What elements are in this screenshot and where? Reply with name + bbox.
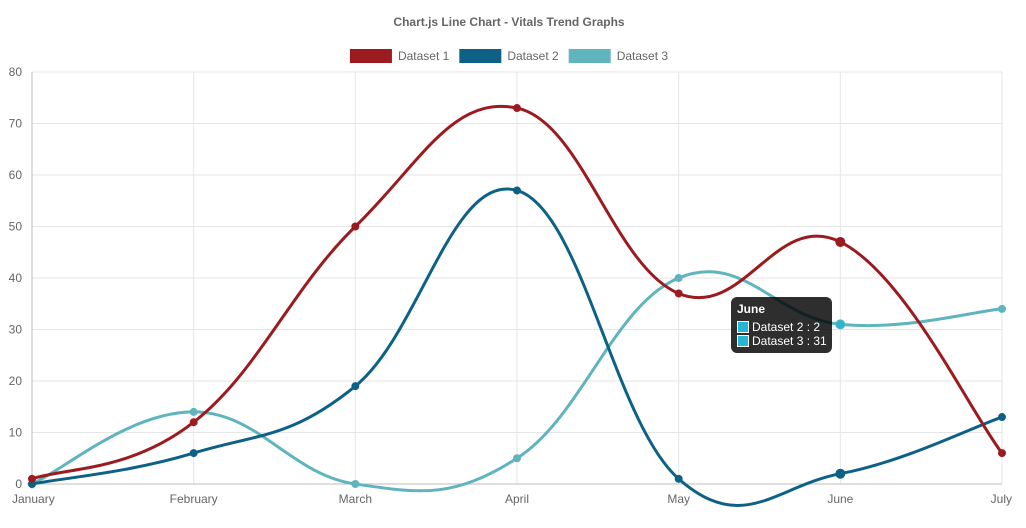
- data-point[interactable]: [351, 222, 360, 231]
- y-tick-label: 70: [9, 117, 23, 131]
- legend-item[interactable]: Dataset 1: [349, 49, 450, 63]
- data-point[interactable]: [998, 413, 1006, 422]
- axes: 0 10 20 30 40 50 60 70 80 January February March Apr…: [9, 65, 1012, 506]
- data-point[interactable]: [189, 407, 198, 416]
- legend-swatch: [459, 49, 502, 63]
- tooltip-row: Dataset 2 : 2: [737, 320, 826, 334]
- data-point[interactable]: [351, 382, 360, 391]
- data-point[interactable]: [674, 289, 683, 298]
- data-point[interactable]: [998, 304, 1006, 313]
- tooltip-label: Dataset 3 : 31: [752, 334, 827, 348]
- x-tick-label: February: [170, 492, 218, 506]
- data-point[interactable]: [189, 418, 198, 427]
- y-tick-label: 20: [9, 374, 23, 388]
- x-tick-label: January: [12, 492, 55, 506]
- data-point[interactable]: [835, 468, 846, 479]
- y-tick-label: 0: [15, 477, 22, 491]
- y-tick-label: 30: [9, 323, 23, 337]
- data-point[interactable]: [513, 454, 521, 463]
- tooltip-swatch: [737, 321, 749, 333]
- tooltip: June Dataset 2 : 2 Dataset 3 : 31: [731, 297, 832, 353]
- legend-item[interactable]: Dataset 2: [459, 49, 559, 63]
- data-point[interactable]: [189, 449, 198, 458]
- y-tick-label: 50: [9, 220, 23, 234]
- data-point[interactable]: [674, 274, 683, 282]
- series-1: [28, 104, 1006, 483]
- x-tick-label: May: [667, 492, 690, 506]
- data-point[interactable]: [351, 480, 360, 488]
- data-point[interactable]: [998, 449, 1006, 458]
- y-tick-label: 10: [9, 426, 23, 440]
- series-line: [31, 187, 1003, 507]
- x-tick-label: July: [991, 492, 1012, 506]
- data-point[interactable]: [674, 474, 683, 483]
- grid: [31, 71, 1003, 485]
- y-tick-label: 60: [9, 168, 23, 182]
- tooltip-row: Dataset 3 : 31: [737, 334, 827, 348]
- chart-title: Chart.js Line Chart - Vitals Trend Graph…: [393, 15, 624, 29]
- x-tick-label: April: [505, 492, 529, 506]
- data-point[interactable]: [513, 104, 521, 113]
- legend-label: Dataset 2: [507, 49, 559, 63]
- legend-swatch: [568, 49, 611, 63]
- legend-swatch: [349, 49, 392, 63]
- tooltip-title: June: [737, 302, 766, 316]
- y-tick-label: 40: [9, 271, 23, 285]
- legend-label: Dataset 1: [398, 49, 450, 63]
- x-tick-label: June: [827, 492, 853, 506]
- data-point[interactable]: [835, 319, 846, 330]
- y-tick-label: 80: [9, 65, 23, 79]
- data-point[interactable]: [835, 236, 846, 247]
- legend-item[interactable]: Dataset 3: [568, 49, 669, 63]
- legend-label: Dataset 3: [617, 49, 669, 63]
- tooltip-label: Dataset 2 : 2: [752, 320, 821, 334]
- data-point[interactable]: [513, 186, 521, 195]
- x-tick-label: March: [339, 492, 372, 506]
- data-point[interactable]: [28, 474, 36, 483]
- legend: Dataset 1 Dataset 2 Dataset 3: [349, 49, 669, 63]
- tooltip-swatch: [737, 335, 749, 347]
- series-2: [28, 186, 1006, 507]
